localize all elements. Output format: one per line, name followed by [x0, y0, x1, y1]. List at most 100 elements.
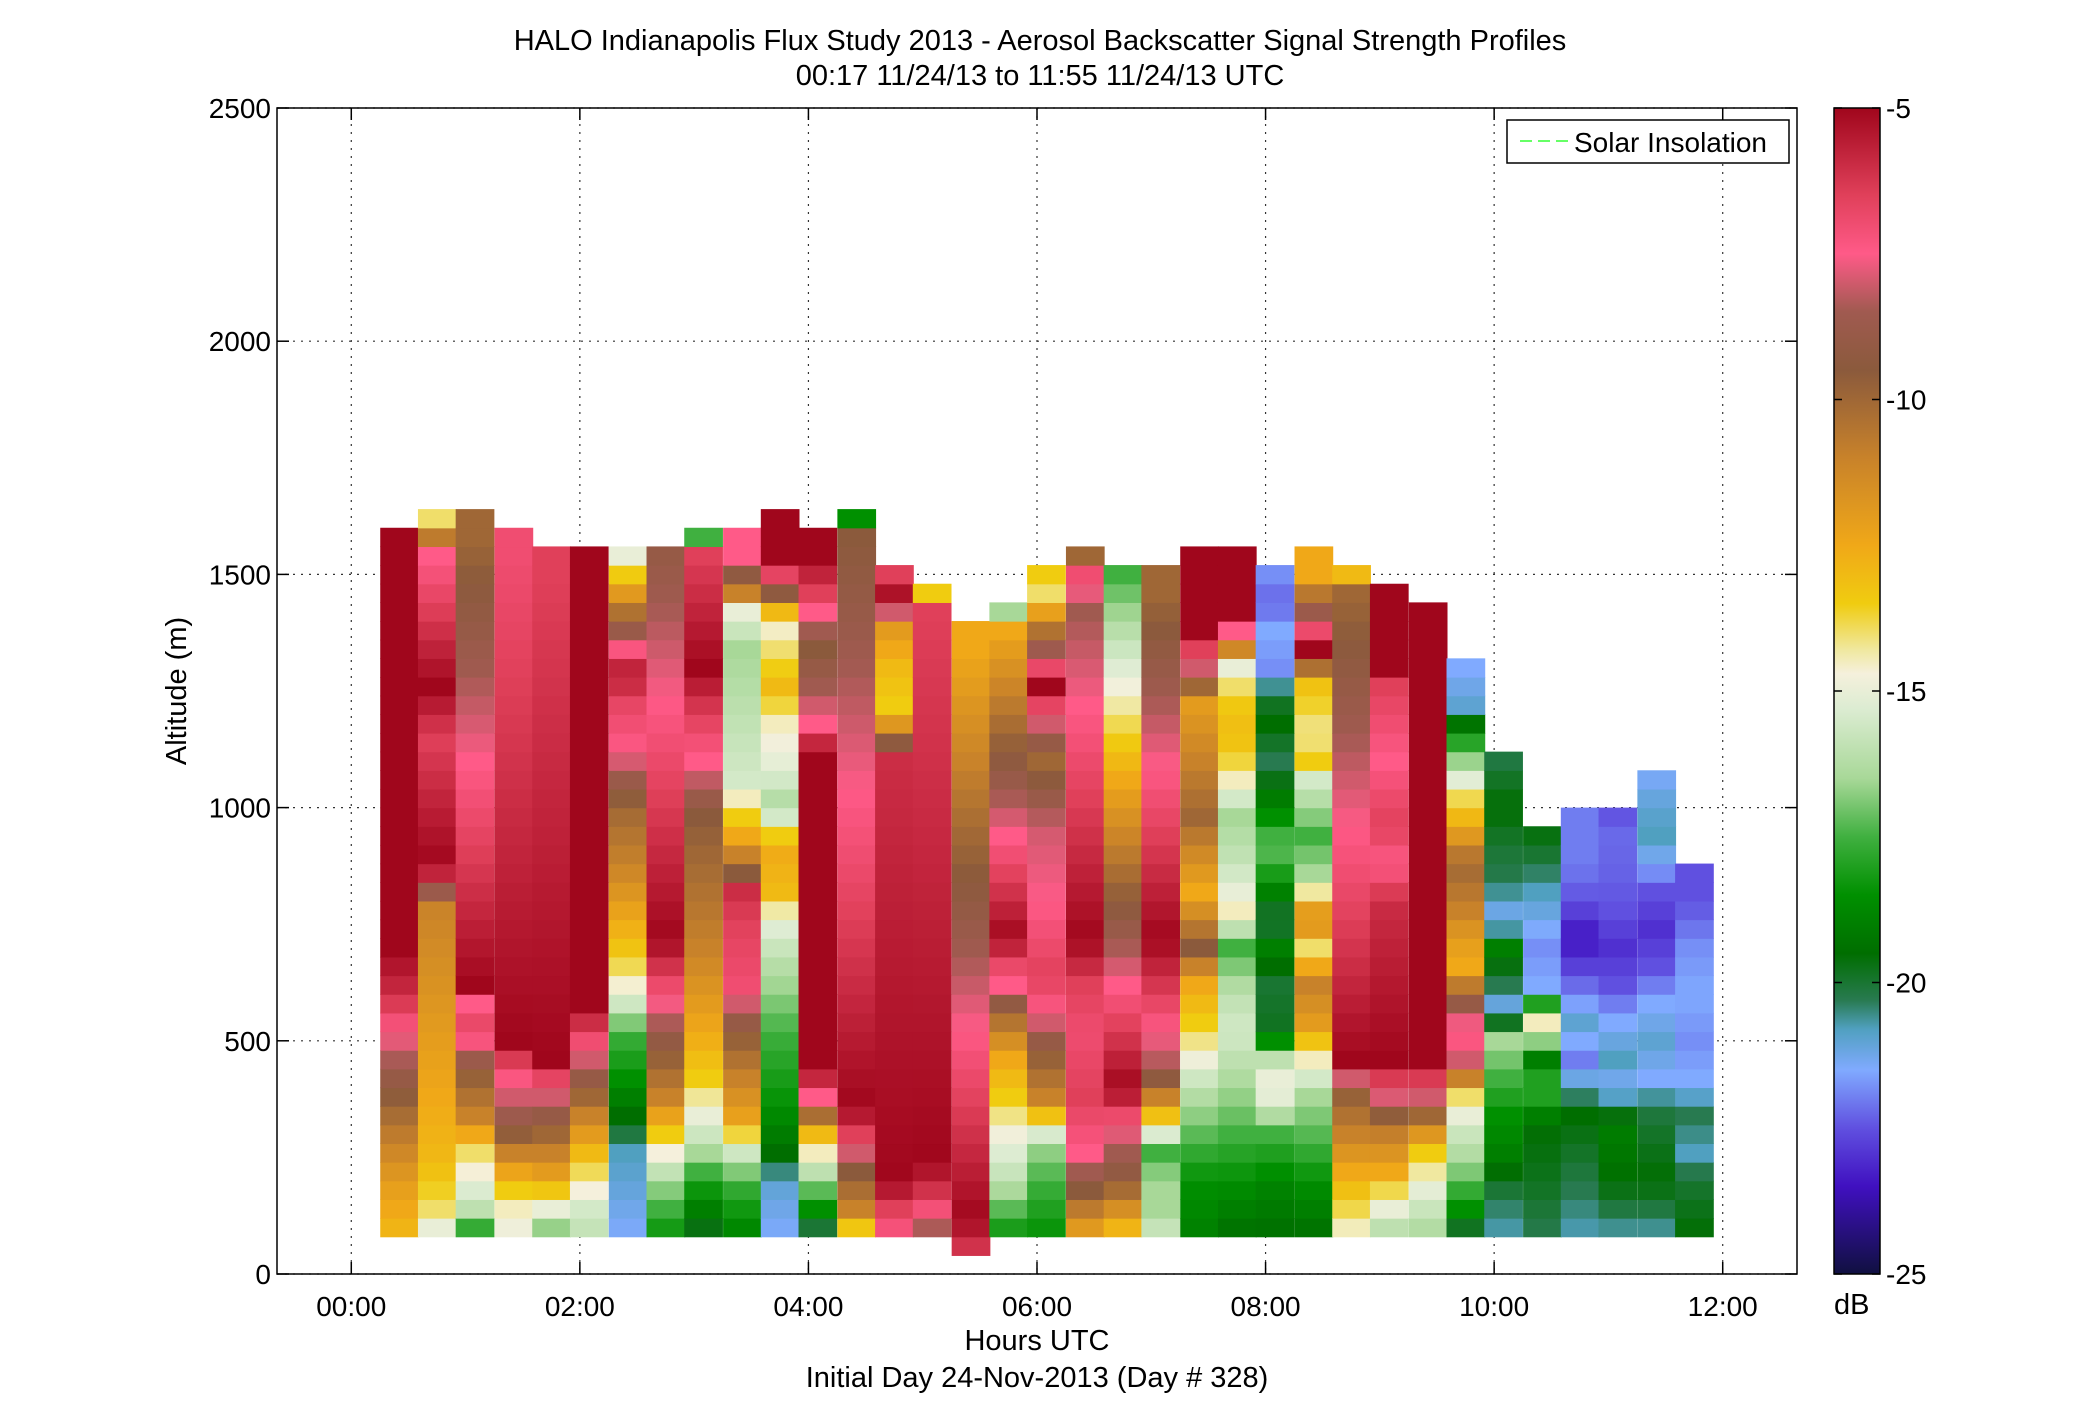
heatmap-cell	[608, 602, 648, 622]
heatmap-cell	[1294, 900, 1334, 921]
heatmap-cell	[1446, 1162, 1486, 1182]
heatmap-cells	[380, 509, 1714, 1256]
heatmap-cell	[912, 788, 952, 809]
heatmap-cell	[875, 1068, 914, 1089]
heatmap-cell	[1027, 1143, 1066, 1163]
heatmap-cell	[1065, 1162, 1105, 1182]
heatmap-cell	[912, 826, 952, 846]
heatmap-cell	[494, 770, 534, 790]
heatmap-cell	[837, 732, 877, 753]
heatmap-cell	[837, 1087, 877, 1107]
heatmap-cell	[912, 1218, 952, 1238]
heatmap-cell	[723, 1106, 762, 1126]
heatmap-cell	[1408, 826, 1448, 846]
heatmap-cell	[951, 844, 991, 865]
heatmap-cell	[1180, 844, 1219, 865]
heatmap-cell	[455, 844, 495, 865]
heatmap-cell	[1408, 882, 1448, 902]
heatmap-cell	[1180, 956, 1219, 977]
heatmap-cell	[1332, 938, 1371, 958]
heatmap-cell	[1598, 1031, 1638, 1051]
heatmap-cell	[912, 1124, 952, 1145]
heatmap-cell	[875, 844, 914, 865]
heatmap-cell	[1180, 1050, 1219, 1070]
heatmap-cell	[1446, 844, 1486, 865]
heatmap-cell	[723, 975, 762, 995]
heatmap-cell	[875, 975, 914, 995]
heatmap-cell	[1637, 975, 1677, 995]
heatmap-cell	[1523, 1218, 1562, 1238]
heatmap-cell	[723, 1050, 762, 1070]
heatmap-cell	[1675, 956, 1714, 977]
heatmap-cell	[569, 826, 609, 846]
heatmap-cell	[1255, 882, 1295, 902]
heatmap-cell	[912, 770, 952, 790]
heatmap-cell	[646, 658, 686, 678]
heatmap-cell	[989, 1199, 1029, 1219]
heatmap-cell	[875, 583, 914, 603]
heatmap-cell	[1294, 1106, 1334, 1126]
heatmap-cell	[646, 1031, 686, 1051]
heatmap-cell	[1523, 994, 1562, 1014]
heatmap-cell	[912, 919, 952, 939]
heatmap-cell	[380, 1124, 419, 1145]
heatmap-cell	[1217, 1199, 1257, 1219]
heatmap-cell	[494, 527, 534, 548]
heatmap-cell	[684, 658, 723, 678]
heatmap-cell	[1294, 732, 1334, 753]
heatmap-cell	[1255, 938, 1295, 958]
heatmap-cell	[455, 509, 495, 529]
heatmap-cell	[1255, 863, 1295, 883]
heatmap-cell	[1180, 621, 1219, 641]
heatmap-cell	[1294, 1199, 1334, 1219]
heatmap-cell	[608, 1068, 648, 1089]
heatmap-cell	[1217, 807, 1257, 827]
y-tick-label: 2500	[209, 93, 271, 124]
heatmap-cell	[1637, 900, 1677, 921]
heatmap-cell	[989, 677, 1029, 697]
heatmap-cell	[1369, 1180, 1409, 1200]
heatmap-cell	[1217, 1012, 1257, 1033]
heatmap-cell	[380, 844, 419, 865]
heatmap-cell	[1217, 732, 1257, 753]
heatmap-cell	[1637, 938, 1677, 958]
heatmap-cell	[1446, 919, 1486, 939]
heatmap-cell	[875, 565, 914, 585]
heatmap-cell	[532, 1106, 571, 1126]
heatmap-cell	[912, 1068, 952, 1089]
heatmap-cell	[760, 751, 800, 771]
heatmap-cell	[1180, 788, 1219, 809]
heatmap-cell	[380, 1050, 419, 1070]
heatmap-cell	[1217, 602, 1257, 622]
colorbar-tick-label: -15	[1886, 676, 1926, 707]
heatmap-cell	[380, 863, 419, 883]
heatmap-cell	[569, 602, 609, 622]
heatmap-cell	[1332, 1180, 1371, 1200]
heatmap-cell	[951, 788, 991, 809]
heatmap-cell	[494, 583, 534, 603]
heatmap-cell	[646, 1068, 686, 1089]
heatmap-cell	[1255, 844, 1295, 865]
heatmap-cell	[912, 975, 952, 995]
heatmap-cell	[912, 1012, 952, 1033]
heatmap-cell	[1332, 639, 1371, 659]
heatmap-cell	[494, 639, 534, 659]
heatmap-cell	[723, 546, 762, 566]
heatmap-cell	[760, 677, 800, 697]
heatmap-cell	[875, 714, 914, 734]
heatmap-cell	[1408, 1218, 1448, 1238]
heatmap-cell	[1294, 565, 1334, 585]
heatmap-cell	[1027, 938, 1066, 958]
heatmap-cell	[684, 1031, 723, 1051]
heatmap-cell	[684, 621, 723, 641]
heatmap-cell	[1180, 975, 1219, 995]
heatmap-cell	[723, 1180, 762, 1200]
heatmap-cell	[532, 788, 571, 809]
heatmap-cell	[417, 732, 457, 753]
heatmap-cell	[1065, 1012, 1105, 1033]
heatmap-cell	[455, 1087, 495, 1107]
heatmap-cell	[1217, 1106, 1257, 1126]
heatmap-cell	[684, 975, 723, 995]
heatmap-cell	[608, 621, 648, 641]
heatmap-cell	[1027, 695, 1066, 715]
